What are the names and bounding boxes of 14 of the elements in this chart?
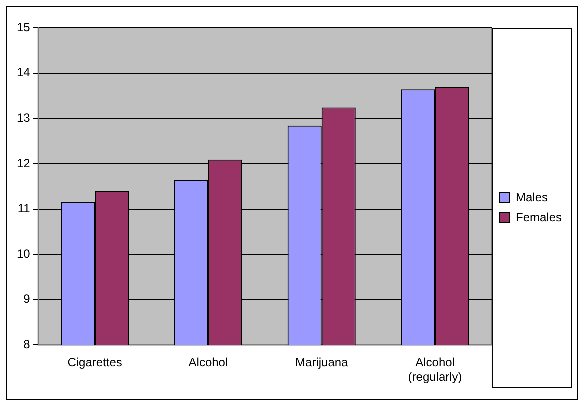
y-tick-label: 10 — [16, 246, 31, 261]
y-tick-label: 13 — [16, 110, 31, 125]
x-tick-label: Cigarettes — [68, 356, 122, 370]
y-tick-label: 8 — [24, 338, 31, 352]
x-tick-label: Marijuana — [296, 356, 349, 370]
y-tick-label: 14 — [16, 66, 31, 80]
x-tick-label: Alcohol — [188, 356, 228, 370]
y-tick-label: 12 — [16, 156, 31, 170]
y-tick-label: 11 — [18, 202, 31, 216]
legend-label: Females — [516, 210, 562, 224]
legend-label: Males — [516, 190, 548, 204]
y-tick-label: 15 — [16, 20, 31, 34]
x-tick-label: Alcohol (regularly) — [408, 356, 462, 384]
y-tick-label: 9 — [24, 292, 31, 306]
